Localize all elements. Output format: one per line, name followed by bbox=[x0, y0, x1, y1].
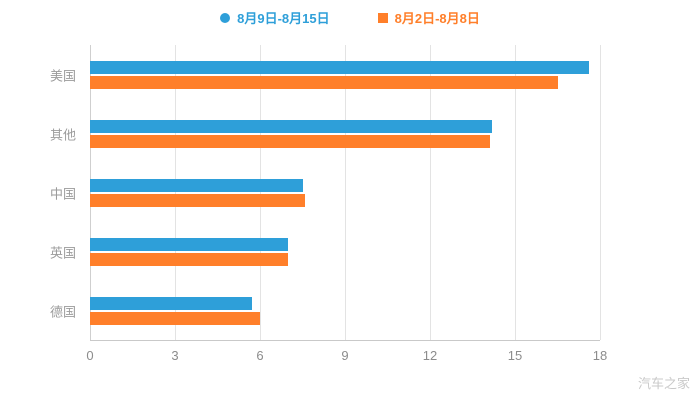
category-row: 其他 bbox=[50, 104, 600, 163]
category-row: 中国 bbox=[50, 163, 600, 222]
x-axis: 0 3 6 9 12 15 18 bbox=[86, 348, 607, 368]
legend-item-week-aug2-8[interactable]: 8月2日-8月8日 bbox=[377, 8, 480, 27]
category-row: 美国 bbox=[50, 45, 600, 104]
category-label: 其他 bbox=[49, 127, 76, 142]
category-row: 德国 bbox=[50, 281, 600, 340]
x-tick-label: 12 bbox=[422, 348, 438, 363]
bar-series-1 bbox=[90, 296, 252, 310]
legend: 8月9日-8月15日 8月2日-8月8日 bbox=[0, 8, 700, 27]
gridline bbox=[430, 45, 431, 340]
x-tick-label: 3 bbox=[171, 348, 179, 363]
bar-series-1 bbox=[90, 60, 589, 74]
category-label: 德国 bbox=[49, 304, 76, 319]
watermark: 汽车之家 bbox=[637, 376, 690, 391]
bar-series-2 bbox=[90, 193, 306, 207]
bar-series-2 bbox=[90, 134, 490, 148]
bar-series-1 bbox=[90, 119, 493, 133]
category-row: 英国 bbox=[50, 222, 600, 281]
x-tick-label: 0 bbox=[86, 348, 94, 363]
legend-item-week-aug9-15[interactable]: 8月9日-8月15日 bbox=[220, 8, 330, 27]
x-tick-label: 18 bbox=[592, 348, 608, 363]
legend-marker-square-icon bbox=[377, 12, 388, 23]
gridline bbox=[600, 45, 601, 340]
gridline bbox=[345, 45, 346, 340]
legend-label: 8月2日-8月8日 bbox=[394, 11, 480, 26]
bar-series-2 bbox=[90, 75, 558, 89]
plot-area: 美国其他中国英国德国 bbox=[50, 45, 601, 341]
x-tick-label: 9 bbox=[341, 348, 349, 363]
bar-series-1 bbox=[90, 237, 289, 251]
gridline bbox=[175, 45, 176, 340]
bar-series-1 bbox=[90, 178, 303, 192]
gridline bbox=[90, 45, 91, 340]
gridline bbox=[515, 45, 516, 340]
category-label: 美国 bbox=[49, 68, 76, 83]
legend-label: 8月9日-8月15日 bbox=[237, 11, 330, 26]
x-tick-label: 6 bbox=[256, 348, 264, 363]
gridline bbox=[260, 45, 261, 340]
bar-series-2 bbox=[90, 252, 289, 266]
category-label: 英国 bbox=[49, 245, 76, 260]
category-label: 中国 bbox=[49, 186, 76, 201]
x-tick-label: 15 bbox=[507, 348, 523, 363]
bar-series-2 bbox=[90, 311, 260, 325]
legend-marker-circle-icon bbox=[220, 12, 231, 23]
